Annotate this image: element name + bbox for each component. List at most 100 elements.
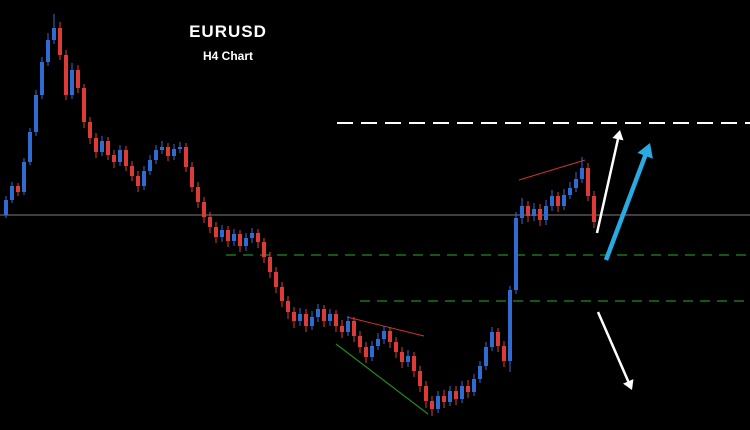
candle-body (346, 321, 350, 332)
candle-body (196, 187, 200, 202)
candle-body (430, 401, 434, 409)
candle-body (40, 62, 44, 95)
arrow-shaft-projection-up-blue (603, 152, 649, 261)
candle-body (328, 314, 332, 321)
candle-body (490, 332, 494, 347)
candle-body (106, 141, 110, 155)
candle-body (226, 230, 230, 241)
candle-body (160, 147, 164, 150)
candle-body (34, 95, 38, 132)
candle-body (52, 28, 56, 40)
candle-body (100, 141, 104, 152)
candle-body (148, 160, 152, 171)
candle-body (4, 200, 8, 215)
candle-body (202, 202, 206, 217)
candle-body (382, 331, 386, 339)
candle-body (538, 209, 542, 220)
trendline-bull-highs-top-right (518, 159, 586, 181)
candle-body (124, 150, 128, 166)
candle-body (154, 150, 158, 160)
candle-body (28, 132, 32, 162)
candle-body (520, 206, 524, 218)
candle-body (484, 347, 488, 366)
arrow-head-projection-up-white (612, 130, 624, 141)
candle-body (460, 386, 464, 399)
candle-body (556, 196, 560, 206)
candle-body (478, 366, 482, 379)
candle-body (166, 147, 170, 156)
candle-body (544, 206, 548, 220)
candle-body (268, 257, 272, 272)
candle-body (46, 40, 50, 62)
candle-body (412, 356, 416, 371)
candle-body (118, 150, 122, 162)
candle-body (418, 371, 422, 386)
arrow-head-projection-up-blue (637, 143, 653, 159)
candle-body (130, 166, 134, 176)
candle-body (388, 331, 392, 342)
candle-body (220, 230, 224, 237)
candle-body (94, 138, 98, 152)
candle-body (16, 186, 20, 192)
candle-body (586, 168, 590, 196)
candle-body (232, 234, 236, 241)
candle-body (592, 196, 596, 222)
candle-body (562, 195, 566, 206)
candle-body (256, 233, 260, 242)
candle-body (58, 28, 62, 55)
candle-body (448, 391, 452, 402)
trendline-bear-lows-green (335, 343, 429, 415)
trendline-bear-highs-mid (346, 316, 425, 337)
candle-body (436, 396, 440, 409)
candle-body (178, 147, 182, 149)
candle-body (442, 396, 446, 402)
arrow-head-projection-down-white (623, 379, 634, 390)
candle-body (190, 167, 194, 187)
candle-body (280, 287, 284, 301)
candle-body (214, 227, 218, 237)
candle-body (502, 346, 506, 361)
candle-body (274, 272, 278, 287)
candle-body (22, 162, 26, 192)
candle-body (262, 242, 266, 257)
candle-body (574, 179, 578, 188)
candle-body (496, 332, 500, 346)
candle-body (322, 309, 326, 321)
candle-body (238, 234, 242, 246)
candle-body (532, 209, 536, 216)
arrow-shaft-projection-up-white (595, 137, 620, 234)
candle-body (400, 352, 404, 362)
candle-body (244, 238, 248, 246)
candle-body (394, 342, 398, 352)
candle-body (454, 391, 458, 399)
candle-body (334, 314, 338, 326)
candle-body (424, 386, 428, 401)
candle-body (472, 379, 476, 392)
candle-body (514, 218, 518, 290)
candle-body (298, 314, 302, 321)
candle-body (364, 347, 368, 357)
candle-body (64, 55, 68, 95)
candle-body (88, 122, 92, 138)
candle-body (76, 70, 80, 88)
candle-body (370, 346, 374, 357)
candle-body (112, 155, 116, 162)
candle-body (358, 336, 362, 347)
candle-body (310, 317, 314, 326)
candle-body (292, 312, 296, 321)
candle-body (136, 176, 140, 186)
candle-body (340, 326, 344, 332)
candle-body (406, 356, 410, 362)
candle-body (316, 309, 320, 317)
candle-body (208, 217, 212, 227)
candle-body (568, 188, 572, 195)
candle-body (304, 314, 308, 326)
candle-body (466, 386, 470, 392)
candle-body (352, 321, 356, 336)
candle-body (250, 233, 254, 238)
candle-body (10, 186, 14, 200)
candle-body (508, 290, 512, 361)
candle-body (82, 88, 86, 122)
